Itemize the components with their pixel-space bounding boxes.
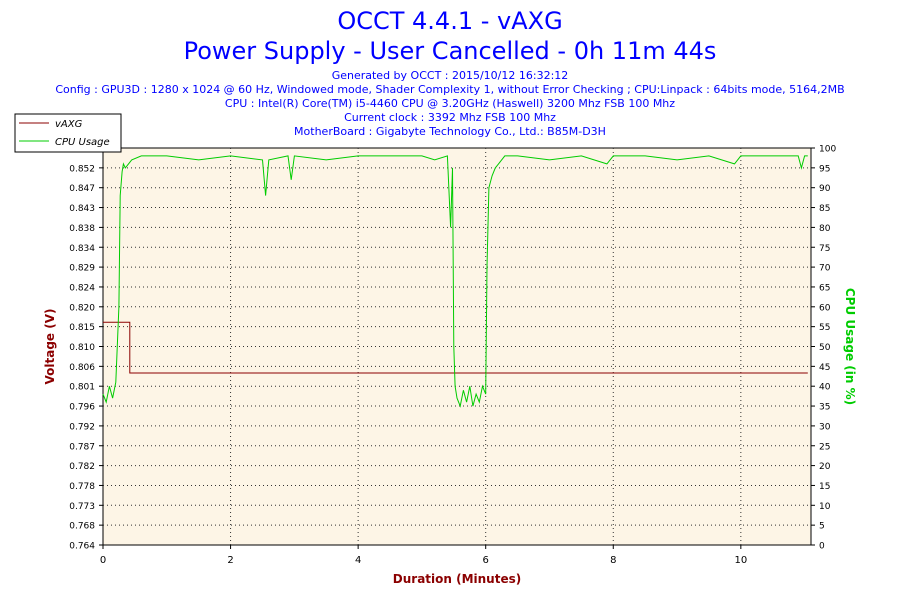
y2-tick-label: 35 <box>819 403 830 413</box>
y-tick-label: 0.796 <box>69 403 95 413</box>
y2-tick-label: 60 <box>819 303 831 313</box>
x-tick-label: 6 <box>483 555 489 566</box>
y-tick-label: 0.768 <box>69 522 95 532</box>
legend-box <box>14 113 122 153</box>
y2-tick-label: 5 <box>819 522 825 532</box>
y-axis-label: Voltage (V) <box>43 309 57 385</box>
cpu-usage-series-line <box>102 155 808 408</box>
y2-tick-label: 65 <box>819 283 830 293</box>
y2-tick-label: 45 <box>819 363 830 373</box>
y-tick-label: 0.810 <box>69 343 95 353</box>
y-tick-label: 0.824 <box>69 283 95 293</box>
y-tick-label: 0.778 <box>69 482 95 492</box>
y2-tick-label: 50 <box>819 343 831 353</box>
y-tick-label: 0.852 <box>69 164 95 174</box>
y2-axis-label: CPU Usage (in %) <box>843 288 857 405</box>
y2-tick-label: 75 <box>819 244 830 254</box>
y2-tick-label: 80 <box>819 224 831 234</box>
info-generated: Generated by OCCT : 2015/10/12 16:32:12 <box>331 69 569 82</box>
info-config: Config : GPU3D : 1280 x 1024 @ 60 Hz, Wi… <box>55 83 845 96</box>
y-tick-label: 0.764 <box>69 542 95 552</box>
y2-tick-label: 25 <box>819 442 830 452</box>
vaxg-series-line <box>103 321 808 374</box>
y2-tick-label: 70 <box>819 264 831 274</box>
x-axis-label: Duration (Minutes) <box>393 572 521 586</box>
y-tick-label: 0.792 <box>69 422 95 432</box>
legend-label: CPU Usage <box>55 137 110 148</box>
y-tick-label: 0.847 <box>69 184 95 194</box>
x-tick-label: 0 <box>100 555 106 566</box>
y-tick-label: 0.782 <box>69 462 95 472</box>
x-tick-label: 4 <box>355 555 361 566</box>
y-tick-label: 0.820 <box>69 303 95 313</box>
x-tick-label: 8 <box>610 555 616 566</box>
x-tick-label: 2 <box>227 555 233 566</box>
y-tick-label: 0.801 <box>69 383 95 393</box>
info-clock: Current clock : 3392 Mhz FSB 100 Mhz <box>344 111 556 124</box>
chart-subtitle: Power Supply - User Cancelled - 0h 11m 4… <box>183 37 717 65</box>
y-tick-label: 0.815 <box>69 323 95 333</box>
y-tick-label: 0.829 <box>69 264 95 274</box>
y2-tick-label: 0 <box>819 542 825 552</box>
y2-tick-label: 90 <box>819 184 831 194</box>
y-tick-label: 0.773 <box>69 502 95 512</box>
info-motherboard: MotherBoard : Gigabyte Technology Co., L… <box>294 125 606 138</box>
y2-tick-label: 10 <box>819 502 831 512</box>
legend-label: vAXG <box>55 119 83 130</box>
y2-tick-label: 100 <box>819 145 836 155</box>
info-cpu: CPU : Intel(R) Core(TM) i5-4460 CPU @ 3.… <box>224 97 676 110</box>
y2-tick-label: 30 <box>819 422 831 432</box>
y2-tick-label: 95 <box>819 164 830 174</box>
plot-area <box>102 147 812 546</box>
chart-title: OCCT 4.4.1 - vAXG <box>337 7 563 35</box>
y2-tick-label: 20 <box>819 462 831 472</box>
y2-tick-label: 40 <box>819 383 831 393</box>
y-tick-label: 0.806 <box>69 363 95 373</box>
y2-tick-label: 55 <box>819 323 830 333</box>
x-tick-label: 10 <box>734 555 747 566</box>
y-tick-label: 0.843 <box>69 204 95 214</box>
y-tick-label: 0.834 <box>69 244 95 254</box>
y2-tick-label: 85 <box>819 204 830 214</box>
y-tick-label: 0.787 <box>69 442 95 452</box>
y2-tick-label: 15 <box>819 482 830 492</box>
y-tick-label: 0.838 <box>69 224 95 234</box>
